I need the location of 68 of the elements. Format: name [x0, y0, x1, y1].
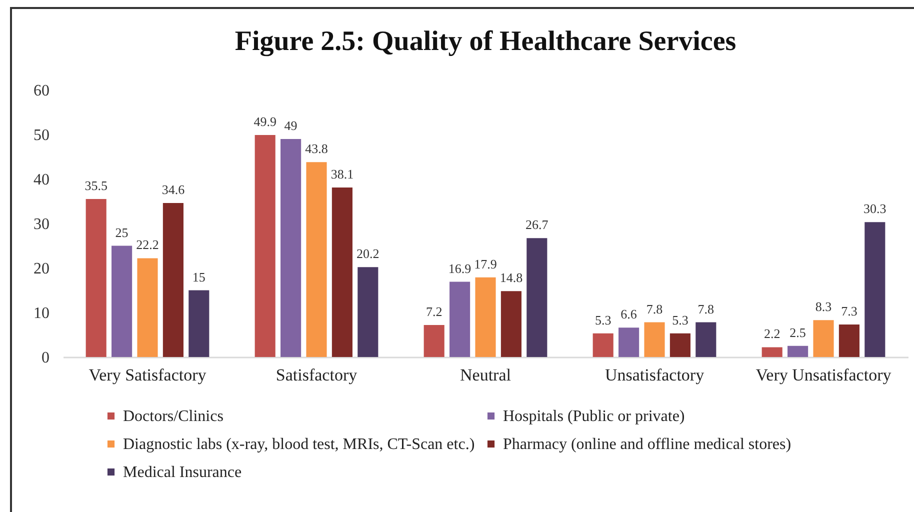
data-label: 8.3: [815, 299, 832, 314]
bar: [475, 277, 496, 357]
legend-label: Hospitals (Public or private): [503, 408, 685, 425]
bar: [670, 333, 690, 357]
data-label: 34.6: [162, 182, 186, 198]
bar: [188, 290, 210, 357]
bar: [644, 322, 665, 357]
legend-label: Doctors/Clinics: [123, 408, 224, 425]
bar: [450, 282, 470, 357]
data-label: 35.5: [84, 178, 108, 194]
bar: [306, 162, 327, 357]
data-label: 38.1: [330, 166, 354, 182]
data-label: 7.8: [646, 301, 663, 316]
data-label: 5.3: [672, 312, 688, 328]
bar: [696, 322, 716, 357]
legend-label: Medical Insurance: [123, 464, 242, 481]
data-label: 17.9: [474, 256, 497, 272]
bar: [254, 134, 276, 357]
y-tick-label: 20: [34, 260, 50, 278]
bar: [526, 238, 548, 357]
data-label: 25: [115, 224, 128, 240]
data-label: 16.9: [448, 260, 472, 276]
data-label: 7.2: [426, 304, 442, 319]
data-label: 43.8: [305, 141, 328, 156]
y-tick-label: 0: [42, 350, 50, 366]
bar: [332, 187, 352, 357]
data-label: 5.3: [594, 312, 612, 328]
bar: [137, 258, 158, 357]
bar: [592, 333, 614, 357]
bar: [500, 291, 522, 357]
data-label: 2.5: [790, 324, 806, 340]
data-label: 15: [192, 269, 206, 284]
data-label: 22.2: [136, 237, 159, 252]
x-tick-label: Very Satisfactory: [88, 366, 207, 384]
y-tick-label: 60: [34, 82, 50, 100]
data-label: 49: [284, 118, 298, 133]
data-label: 26.7: [526, 217, 549, 232]
x-tick-label: Unsatisfactory: [604, 366, 705, 384]
y-tick-label: 50: [34, 127, 50, 144]
y-tick-label: 30: [34, 216, 50, 233]
bar: [762, 347, 782, 357]
bar: [838, 324, 860, 357]
bar: [112, 246, 132, 357]
bar: [813, 320, 834, 357]
data-label: 7.3: [841, 304, 858, 319]
data-label: 20.2: [356, 246, 380, 262]
bar: [788, 346, 808, 357]
legend-label: Diagnostic labs (x-ray, blood test, MRIs, CT-Scan etc.): [123, 436, 475, 453]
chart-title: Figure 2.5: Quality of Healthcare Services: [234, 26, 736, 57]
bar: [280, 138, 302, 357]
bar: [358, 267, 378, 357]
x-tick-label: Satisfactory: [276, 366, 358, 384]
legend-label: Pharmacy (online and offline medical stores): [503, 436, 792, 453]
bar: [864, 222, 886, 357]
bar: [424, 324, 444, 357]
x-tick-label: Neutral: [460, 366, 512, 384]
x-tick-label: Very Unsatisfactory: [756, 366, 892, 384]
data-label: 7.8: [698, 301, 714, 316]
bar: [618, 328, 640, 357]
data-label: 6.6: [620, 306, 638, 322]
bar: [86, 199, 106, 357]
y-tick-label: 40: [34, 172, 50, 188]
data-label: 30.3: [864, 201, 886, 216]
bar: [162, 203, 184, 357]
data-label: 49.9: [254, 114, 276, 129]
y-tick-label: 10: [34, 305, 50, 322]
data-label: 2.2: [764, 326, 780, 342]
data-label: 14.8: [500, 270, 523, 286]
